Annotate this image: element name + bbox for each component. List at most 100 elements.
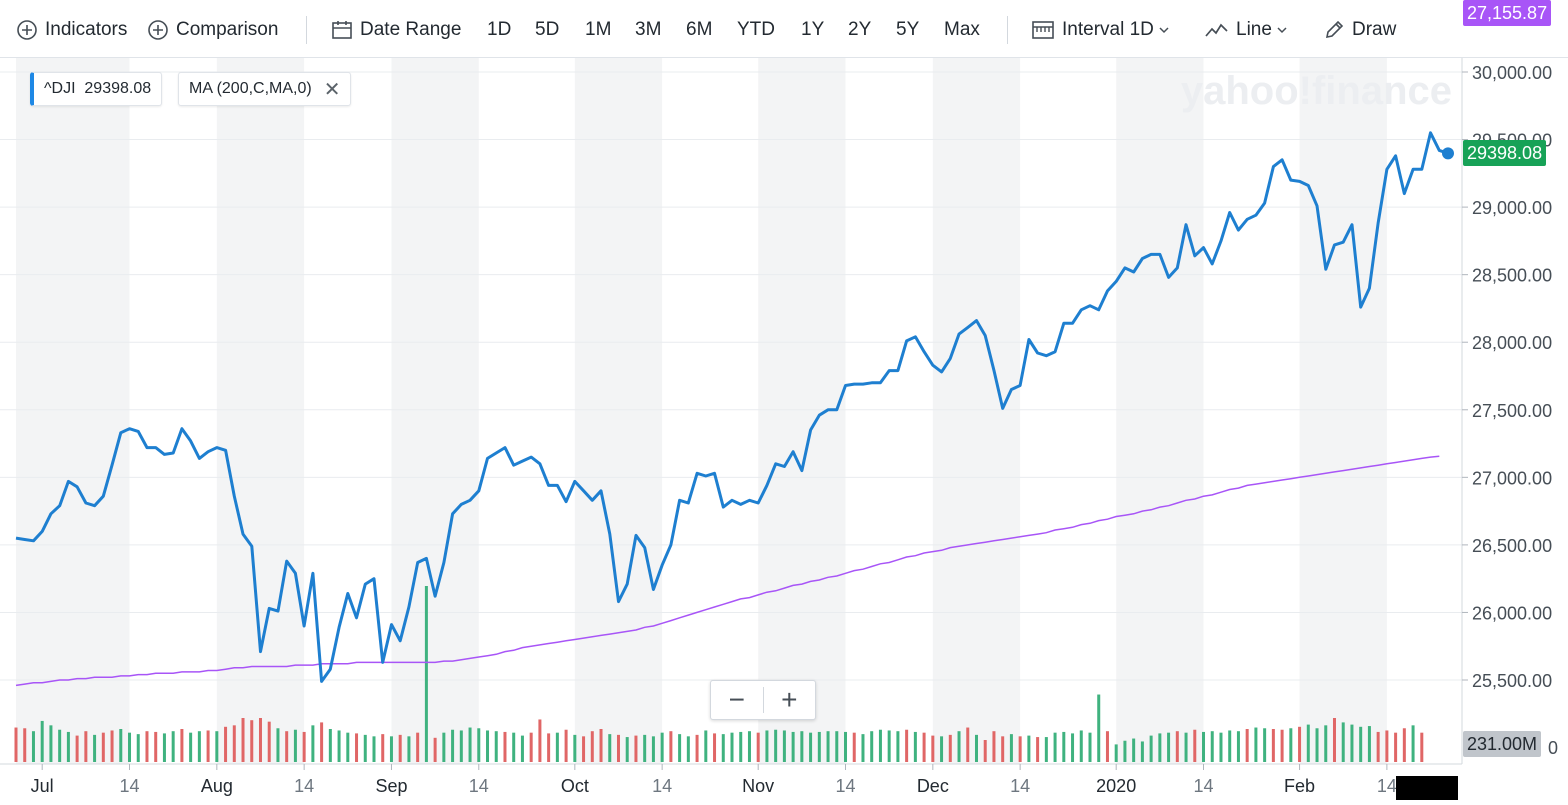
volume-bar — [389, 736, 393, 762]
volume-bar — [363, 734, 367, 762]
volume-bar — [197, 731, 201, 762]
volume-bar — [1088, 732, 1092, 762]
draw-button[interactable]: Draw — [1323, 16, 1396, 44]
price-chart[interactable]: yahoo!finance 30,000.0029,500.0029,000.0… — [0, 58, 1568, 800]
volume-bar — [328, 729, 332, 762]
range-ytd-button[interactable]: YTD — [737, 19, 775, 40]
close-icon[interactable]: ✕ — [323, 78, 341, 101]
x-tick-label: 14 — [1193, 776, 1213, 796]
volume-bar — [686, 736, 690, 762]
volume-bar — [1175, 731, 1179, 762]
volume-bar — [145, 731, 149, 762]
ma-legend[interactable]: MA (200,C,MA,0) ✕ — [178, 72, 352, 106]
volume-bar — [643, 734, 647, 762]
zoom-out-button[interactable]: − — [728, 684, 745, 715]
range-max-button[interactable]: Max — [944, 19, 980, 40]
price-line[interactable] — [15, 131, 1449, 683]
volume-bar — [1105, 731, 1109, 762]
draw-label: Draw — [1352, 19, 1397, 40]
volume-bar — [407, 736, 411, 762]
volume-bar — [765, 730, 769, 762]
volume-bar — [992, 731, 996, 762]
volume-bar — [1367, 726, 1371, 762]
x-tick-label: Nov — [742, 776, 774, 796]
y-tick-label: 27,000.00 — [1472, 468, 1552, 488]
volume-bar — [931, 735, 935, 762]
y-tick-label: 26,000.00 — [1472, 603, 1552, 623]
plus-circle-icon — [17, 20, 37, 40]
volume-bar — [486, 730, 490, 762]
date-range-label: Date Range — [360, 19, 462, 40]
range-5y-button[interactable]: 5Y — [896, 19, 920, 40]
volume-bar — [713, 733, 717, 762]
volume-bar — [599, 729, 603, 762]
range-1m-button[interactable]: 1M — [585, 19, 612, 40]
volume-bar — [1210, 731, 1214, 762]
interval-dropdown[interactable]: Interval 1D — [1031, 16, 1170, 44]
volume-bar — [512, 732, 516, 762]
chevron-down-icon — [1159, 27, 1169, 34]
volume-bar — [1411, 725, 1415, 762]
edge-overlay — [1396, 776, 1458, 800]
volume-bar — [1219, 732, 1223, 762]
volume-bars — [14, 586, 1424, 762]
volume-bar — [905, 729, 909, 762]
zoom-in-button[interactable]: + — [781, 684, 798, 715]
volume-bar — [1254, 727, 1258, 762]
volume-bar — [258, 718, 262, 762]
volume-bar — [922, 732, 926, 762]
range-5d-button[interactable]: 5D — [535, 19, 560, 40]
volume-bar — [1359, 726, 1363, 762]
range-2y-button[interactable]: 2Y — [848, 19, 872, 40]
volume-bar — [171, 731, 175, 762]
ma-tag: 27,155.87 — [1463, 0, 1552, 26]
volume-bar — [1394, 732, 1398, 762]
volume-bar — [948, 734, 952, 762]
symbol-value: 29398.08 — [84, 80, 152, 97]
x-tick-label: 14 — [294, 776, 314, 796]
y-tick-label: 28,000.00 — [1472, 333, 1552, 353]
chart-area[interactable]: yahoo!finance 30,000.0029,500.0029,000.0… — [0, 58, 1568, 800]
volume-axis-zero: 0 — [1548, 738, 1558, 758]
yahoo-finance-watermark: yahoo!finance — [1181, 69, 1452, 113]
x-tick-label: Feb — [1284, 776, 1315, 796]
comparison-button[interactable]: Comparison — [147, 16, 278, 44]
volume-bar — [634, 735, 638, 762]
symbol-legend[interactable]: ^DJI 29398.08 — [30, 72, 163, 106]
volume-bar — [1263, 728, 1267, 762]
month-band — [216, 58, 305, 764]
interval-value: 1D — [1129, 19, 1154, 40]
range-1y-button[interactable]: 1Y — [801, 19, 825, 40]
volume-bar — [1018, 736, 1022, 762]
gridlines — [0, 71, 1462, 681]
date-range-button[interactable]: Date Range — [331, 16, 461, 44]
last-price-dot — [1442, 147, 1454, 160]
volume-bar — [451, 729, 455, 762]
calendar-icon — [332, 21, 352, 39]
volume-bar — [1402, 728, 1406, 762]
range-3m-button[interactable]: 3M — [635, 19, 662, 40]
volume-bar — [1350, 724, 1354, 762]
volume-bar — [940, 736, 944, 762]
volume-bar — [154, 731, 158, 762]
volume-bar — [162, 733, 166, 762]
indicators-button[interactable]: Indicators — [16, 16, 127, 44]
zoom-control: − + — [710, 680, 816, 720]
volume-bar — [372, 736, 376, 762]
x-tick-label: 14 — [1010, 776, 1030, 796]
chart-type-dropdown[interactable]: Line — [1205, 16, 1288, 44]
volume-bar — [782, 730, 786, 762]
volume-bar — [1009, 734, 1013, 762]
volume-bar — [58, 729, 62, 762]
volume-bar — [651, 736, 655, 762]
volume-bar — [337, 730, 341, 762]
interval-label: Interval — [1062, 19, 1125, 40]
volume-bar — [355, 733, 359, 762]
price-tag: 29398.08 — [1463, 140, 1547, 167]
indicators-label: Indicators — [45, 19, 128, 40]
volume-bar — [101, 732, 105, 762]
range-6m-button[interactable]: 6M — [686, 19, 713, 40]
range-1d-button[interactable]: 1D — [487, 19, 512, 40]
volume-bar — [477, 728, 481, 762]
x-tick-label: 14 — [1377, 776, 1397, 796]
